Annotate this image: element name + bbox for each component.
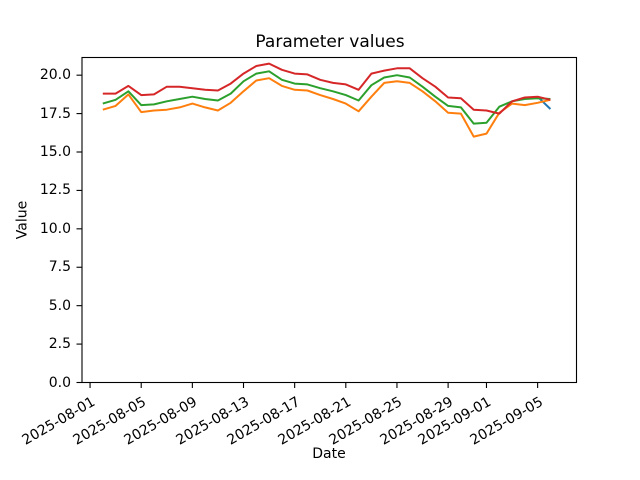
y-tick-label: 12.5 (39, 182, 71, 199)
y-tick-label: 20.0 (39, 67, 71, 84)
y-tick-label: 7.5 (48, 259, 71, 276)
y-tick-label: 10.0 (39, 220, 71, 237)
chart-title: Parameter values (255, 32, 405, 52)
line-series-orange (102, 77, 551, 138)
y-tick-label: 0.0 (48, 374, 71, 391)
x-axis-label: Date (312, 446, 346, 462)
axes-spines (81, 56, 578, 384)
y-tick-label: 17.5 (39, 105, 71, 122)
y-tick-label: 2.5 (48, 336, 71, 353)
y-tick-label: 5.0 (48, 297, 71, 314)
line-series-green (102, 70, 551, 125)
y-tick-label: 15.0 (39, 144, 71, 160)
line-series-red (102, 62, 551, 115)
